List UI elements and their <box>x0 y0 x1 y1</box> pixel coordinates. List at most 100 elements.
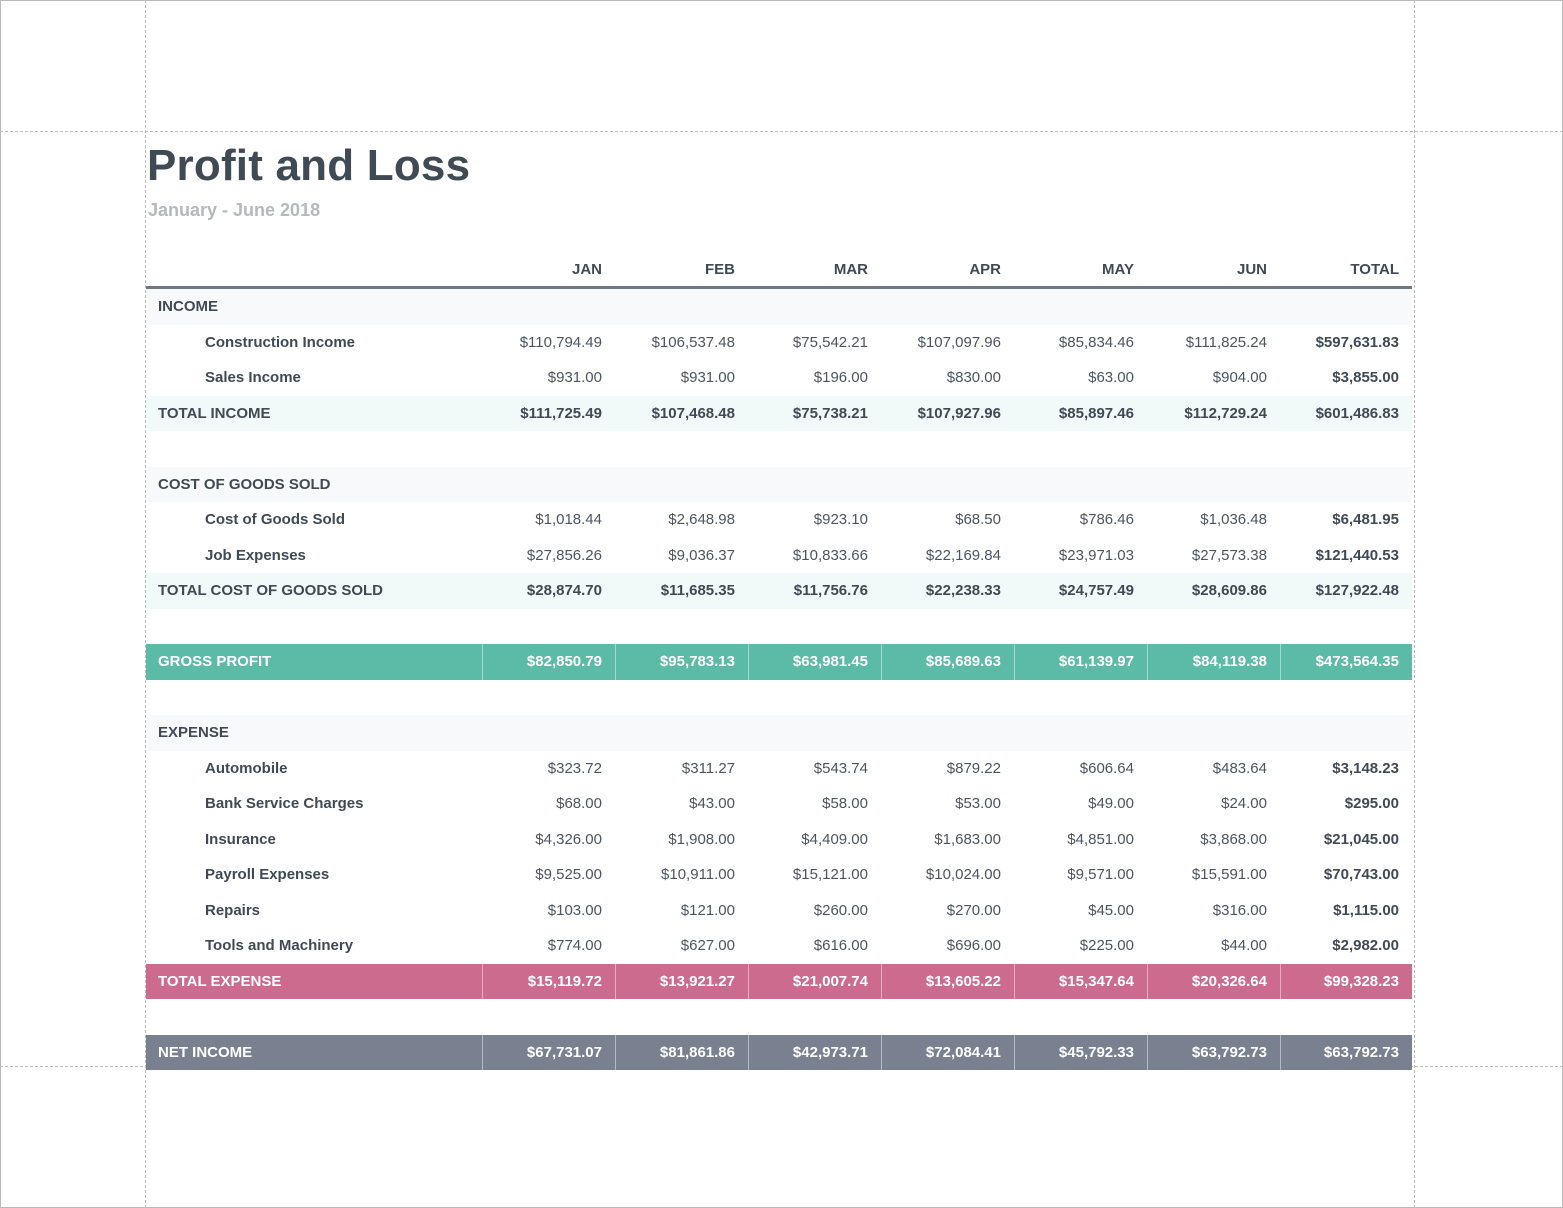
row-label: GROSS PROFIT <box>158 653 272 671</box>
cell-apr: $22,169.84 <box>925 546 1001 564</box>
cell-may: $61,139.97 <box>1014 644 1147 680</box>
cell-apr: $879.22 <box>946 759 1001 777</box>
row-spacer <box>146 608 1412 644</box>
cell-mar: $196.00 <box>813 369 868 387</box>
cell-may: $606.64 <box>1079 759 1134 777</box>
cell-may: $45.00 <box>1088 901 1134 919</box>
cell-mar: $42,973.71 <box>748 1034 881 1070</box>
row-label: Bank Service Charges <box>205 795 364 813</box>
cell-total: $597,631.83 <box>1315 333 1399 351</box>
cell-mar: $75,542.21 <box>792 333 868 351</box>
cell-feb: $11,685.35 <box>660 582 735 600</box>
column-header-jan: JAN <box>571 261 602 278</box>
cell-jun: $15,591.00 <box>1191 866 1267 884</box>
table-row: Tools and Machinery $774.00 $627.00 $616… <box>146 928 1412 964</box>
section-label: INCOME <box>158 298 218 316</box>
cell-mar: $10,833.66 <box>792 546 868 564</box>
cell-apr: $270.00 <box>946 901 1001 919</box>
cell-mar: $58.00 <box>822 795 868 813</box>
row-spacer <box>146 431 1412 467</box>
gross-profit-row: GROSS PROFIT $82,850.79 $95,783.13 $63,9… <box>146 644 1412 680</box>
cell-total: $3,855.00 <box>1332 369 1399 387</box>
cell-total: $1,115.00 <box>1333 901 1399 919</box>
cell-may: $225.00 <box>1079 937 1134 955</box>
cell-may: $4,851.00 <box>1067 830 1134 848</box>
cell-jan: $1,018.44 <box>535 511 602 529</box>
cell-feb: $81,861.86 <box>615 1034 748 1070</box>
cell-feb: $2,648.98 <box>668 511 735 529</box>
table-row: Cost of Goods Sold $1,018.44 $2,648.98 $… <box>146 502 1412 538</box>
cell-apr: $72,084.41 <box>881 1034 1014 1070</box>
row-label: TOTAL INCOME <box>158 404 271 422</box>
table-row: Payroll Expenses $9,525.00 $10,911.00 $1… <box>146 857 1412 893</box>
row-label: Insurance <box>205 830 276 848</box>
row-label: Cost of Goods Sold <box>205 511 345 529</box>
cell-mar: $11,756.76 <box>793 582 868 600</box>
section-label: EXPENSE <box>158 724 229 742</box>
cell-jan: $9,525.00 <box>535 866 602 884</box>
cell-jan: $68.00 <box>556 795 602 813</box>
row-label: TOTAL EXPENSE <box>158 972 282 990</box>
cell-total: $3,148.23 <box>1332 759 1399 777</box>
column-header-jun: JUN <box>1236 261 1267 278</box>
cell-may: $85,834.46 <box>1058 333 1134 351</box>
row-label: Automobile <box>205 759 288 777</box>
cell-mar: $75,738.21 <box>792 404 868 422</box>
cell-jun: $3,868.00 <box>1200 830 1267 848</box>
cell-apr: $1,683.00 <box>934 830 1001 848</box>
cell-may: $15,347.64 <box>1014 963 1147 999</box>
net-income-row: NET INCOME $67,731.07 $81,861.86 $42,973… <box>146 1034 1412 1070</box>
cell-jan: $110,794.49 <box>519 333 602 351</box>
table-row: Insurance $4,326.00 $1,908.00 $4,409.00 … <box>146 821 1412 857</box>
cell-total: $2,982.00 <box>1332 937 1399 955</box>
table-row: Job Expenses $27,856.26 $9,036.37 $10,83… <box>146 537 1412 573</box>
cell-total: $601,486.83 <box>1315 404 1399 422</box>
cell-feb: $107,468.48 <box>651 404 735 422</box>
cell-jan: $67,731.07 <box>482 1034 615 1070</box>
cell-may: $23,971.03 <box>1058 546 1134 564</box>
cell-apr: $85,689.63 <box>881 644 1014 680</box>
cell-feb: $106,537.48 <box>651 333 735 351</box>
cell-feb: $1,908.00 <box>668 830 735 848</box>
column-header-mar: MAR <box>833 261 868 278</box>
cell-jun: $27,573.38 <box>1191 546 1267 564</box>
cell-jan: $931.00 <box>547 369 602 387</box>
cell-jun: $1,036.48 <box>1200 511 1267 529</box>
row-label: TOTAL COST OF GOODS SOLD <box>158 582 384 600</box>
table-row: Construction Income $110,794.49 $106,537… <box>146 324 1412 360</box>
section-header-expense: EXPENSE <box>146 715 1412 751</box>
cell-total: $473,564.35 <box>1280 644 1412 680</box>
cell-mar: $543.74 <box>813 759 868 777</box>
profit-loss-table: JAN FEB MAR APR MAY JUN TOTAL INCOME Con… <box>146 249 1412 1070</box>
table-row: Repairs $103.00 $121.00 $260.00 $270.00 … <box>146 892 1412 928</box>
column-header-row: JAN FEB MAR APR MAY JUN TOTAL <box>146 249 1412 289</box>
table-row: Bank Service Charges $68.00 $43.00 $58.0… <box>146 786 1412 822</box>
cell-total: $121,440.53 <box>1315 546 1399 564</box>
cell-mar: $260.00 <box>813 901 868 919</box>
cell-mar: $63,981.45 <box>748 644 881 680</box>
cell-apr: $68.50 <box>955 511 1001 529</box>
cell-feb: $121.00 <box>680 901 735 919</box>
cell-feb: $13,921.27 <box>615 963 748 999</box>
cell-mar: $21,007.74 <box>748 963 881 999</box>
cell-apr: $696.00 <box>946 937 1001 955</box>
cell-apr: $107,097.96 <box>917 333 1001 351</box>
table-row: Automobile $323.72 $311.27 $543.74 $879.… <box>146 750 1412 786</box>
row-spacer <box>146 679 1412 715</box>
cell-apr: $10,024.00 <box>925 866 1001 884</box>
cell-may: $63.00 <box>1088 369 1134 387</box>
cell-feb: $43.00 <box>689 795 735 813</box>
cell-total: $21,045.00 <box>1323 830 1399 848</box>
section-header-cogs: COST OF GOODS SOLD <box>146 466 1412 502</box>
cell-jan: $103.00 <box>547 901 602 919</box>
column-header-feb: FEB <box>705 261 735 278</box>
cell-jun: $20,326.64 <box>1147 963 1280 999</box>
total-income-row: TOTAL INCOME $111,725.49 $107,468.48 $75… <box>146 395 1412 431</box>
report-period: January - June 2018 <box>148 200 321 220</box>
cell-feb: $627.00 <box>680 937 735 955</box>
row-label: Sales Income <box>205 369 301 387</box>
cell-jun: $111,825.24 <box>1185 333 1267 351</box>
header-label-cell <box>146 266 482 270</box>
cell-jan: $323.72 <box>547 759 602 777</box>
cell-mar: $616.00 <box>813 937 868 955</box>
